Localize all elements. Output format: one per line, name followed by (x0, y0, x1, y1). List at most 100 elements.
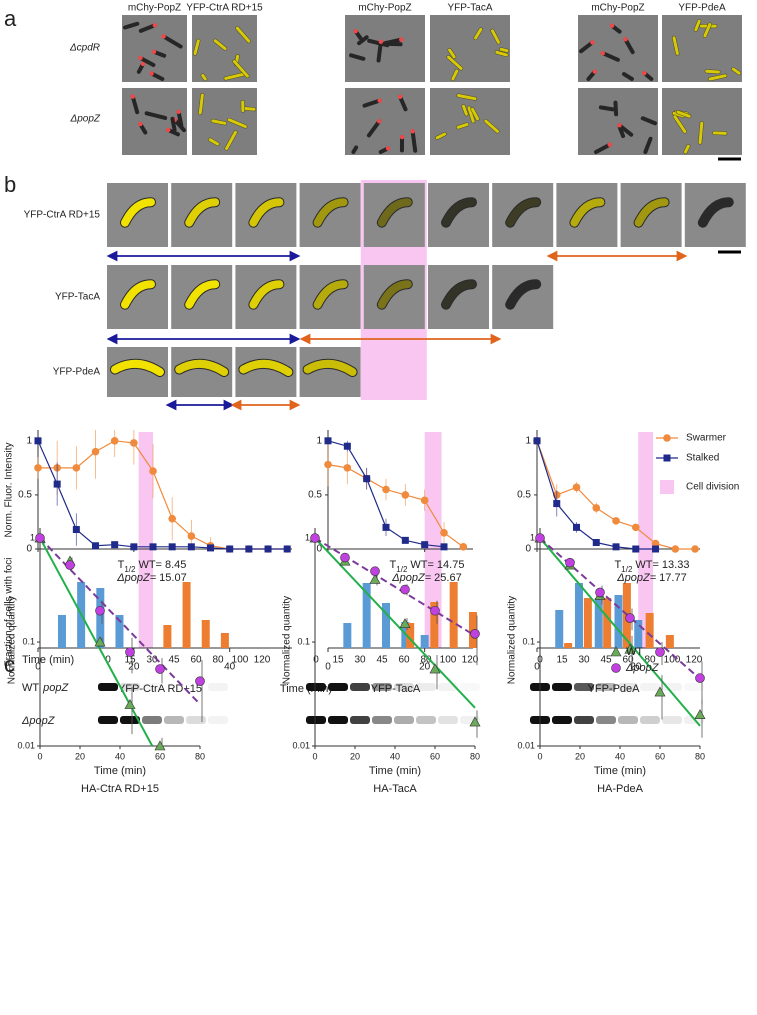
point (632, 545, 640, 553)
focus (600, 50, 605, 56)
cell-signal (249, 198, 284, 227)
channel-label: YFP-PdeA (678, 3, 726, 14)
micrograph (192, 15, 257, 82)
cell-signal (506, 198, 541, 227)
cell (617, 125, 626, 139)
blot-time: 100 (664, 655, 681, 666)
y-axis-label: Norm. Fluor. Intensity (4, 442, 15, 537)
cell-signal (683, 144, 690, 154)
half-life-label: ΔpopZ= (616, 572, 656, 584)
blot-band (640, 683, 660, 691)
channel-label: mChy-PopZ (358, 3, 411, 14)
focus (149, 71, 154, 76)
focus (623, 37, 628, 42)
x-tick-label: 20 (75, 751, 85, 761)
blot-band (596, 716, 616, 724)
legend-label: Cell division (686, 482, 739, 493)
cell-signal (244, 107, 256, 111)
foci-bar (603, 598, 612, 648)
cell-signal (201, 73, 207, 81)
foci-bar (449, 582, 458, 648)
blot-band (372, 683, 392, 691)
point (400, 584, 410, 595)
half-life-value: 17.77 (659, 572, 687, 584)
blot-band (574, 683, 594, 691)
focus (130, 94, 135, 99)
blot-band (306, 716, 326, 724)
cell-signal (484, 119, 499, 133)
foci-bar (57, 615, 66, 648)
cell (613, 100, 619, 117)
cell-signal (703, 22, 712, 38)
legend-label: Swarmer (686, 433, 727, 444)
y-tick-label: 0.1 (297, 636, 310, 646)
cell-signal (462, 104, 468, 116)
blot-time: 30 (578, 655, 590, 666)
fit-line (39, 537, 154, 747)
micrograph-bg (430, 15, 510, 82)
half-life-annotation: T1/2 WT= 8.45 (118, 559, 187, 574)
cell-signal (198, 93, 204, 115)
panel-label: c (4, 652, 15, 677)
half-life-annotation: ΔpopZ= 25.67 (391, 572, 461, 584)
cell (640, 116, 657, 126)
micrograph-bg (235, 183, 297, 247)
cell-signal (235, 26, 251, 43)
point (130, 439, 138, 447)
symbol: T (615, 559, 622, 571)
cell-signal (175, 359, 229, 376)
focus (397, 94, 403, 100)
cell (441, 279, 477, 310)
x-tick-label: 0 (325, 662, 331, 673)
x-tick-label: 0 (37, 751, 42, 761)
point (612, 543, 620, 551)
blot-band (394, 716, 414, 724)
blot-band (552, 716, 572, 724)
point (35, 533, 45, 543)
blot-band (372, 716, 392, 724)
blot-time: 60 (190, 655, 202, 666)
blot-time: 100 (440, 655, 457, 666)
micrograph (578, 15, 658, 82)
focus (385, 146, 391, 151)
point (695, 673, 705, 683)
focus (138, 121, 143, 127)
half-life-label: ΔpopZ= (116, 572, 156, 584)
x-tick-label: 0 (534, 662, 540, 673)
cell-signal (456, 122, 469, 129)
cell-signal (698, 121, 704, 145)
point (595, 587, 605, 598)
cell (123, 21, 140, 30)
point (572, 483, 581, 492)
point (694, 709, 706, 720)
foci-bar (163, 625, 172, 648)
division-band (424, 432, 442, 648)
blot-time: 100 (232, 655, 249, 666)
legend-marker (663, 434, 671, 442)
cell-signal (227, 118, 247, 129)
point (34, 437, 42, 445)
point (382, 523, 390, 531)
cell-signal (224, 72, 245, 80)
focus (607, 142, 612, 147)
point (654, 686, 666, 697)
cell (351, 145, 359, 154)
point (34, 464, 42, 472)
cell-signal (239, 359, 293, 376)
panel-label: a (4, 6, 17, 31)
micrograph-bg (171, 183, 233, 247)
cell-signal (676, 110, 691, 118)
subscript: 1/2 (621, 565, 633, 574)
point (226, 545, 234, 553)
point (155, 664, 165, 674)
channel-label: mChy-PopZ (128, 3, 181, 14)
focus (161, 34, 166, 39)
cell-signal (185, 198, 220, 227)
legend-marker (611, 663, 621, 673)
point (245, 545, 253, 553)
focus (378, 39, 384, 44)
focus (590, 40, 595, 45)
blot-time: 15 (332, 655, 344, 666)
point (72, 464, 81, 472)
blot-band (186, 716, 206, 724)
